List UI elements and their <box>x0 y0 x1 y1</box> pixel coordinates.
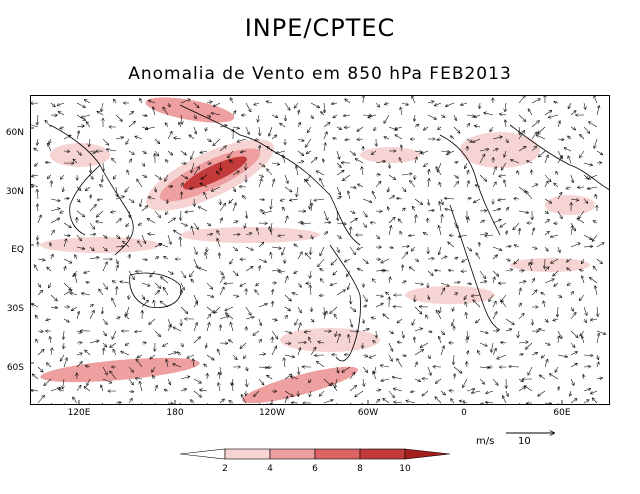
vector-scale-units: m/s <box>476 436 494 447</box>
legend-box <box>314 448 361 460</box>
legend-box <box>180 448 226 460</box>
legend-labels: 2 4 6 8 10 <box>222 464 411 474</box>
legend-color-boxes <box>180 448 450 460</box>
lat-label-60s: 60S <box>6 363 24 373</box>
legend-tick-label: 8 <box>357 464 363 474</box>
legend-tick-label: 10 <box>399 464 411 474</box>
lon-label-180: 180 <box>166 408 184 418</box>
anomaly-shading <box>40 97 595 404</box>
map-subtitle: Anomalia de Vento em 850 hPa FEB2013 <box>128 64 512 84</box>
vector-scale-value: 10 <box>518 436 531 447</box>
map-title: INPE/CPTEC <box>244 14 396 42</box>
lon-label-60w: 60W <box>357 408 379 418</box>
lon-label-120w: 120W <box>258 408 286 418</box>
legend-box <box>404 448 450 460</box>
vector-scale: m/s 10 <box>476 428 566 447</box>
lat-label-30s: 30S <box>6 304 24 314</box>
color-legend: 2 4 6 8 10 <box>180 448 450 474</box>
wind-vectors <box>30 95 606 405</box>
legend-box <box>269 448 316 460</box>
legend-tick-label: 6 <box>312 464 318 474</box>
legend-box <box>359 448 406 460</box>
legend-tick-label: 2 <box>222 464 228 474</box>
axis-ticks <box>30 127 563 405</box>
legend-tick-label: 4 <box>267 464 273 474</box>
lon-label-60e: 60E <box>553 408 571 418</box>
lon-label-0: 0 <box>461 408 467 418</box>
wind-anomaly-map <box>30 95 610 405</box>
lat-label-30n: 30N <box>5 187 24 197</box>
lat-label-60n: 60N <box>5 128 24 138</box>
lon-label-120e: 120E <box>67 408 91 418</box>
legend-box <box>224 448 271 460</box>
lat-label-eq: EQ <box>11 245 24 255</box>
